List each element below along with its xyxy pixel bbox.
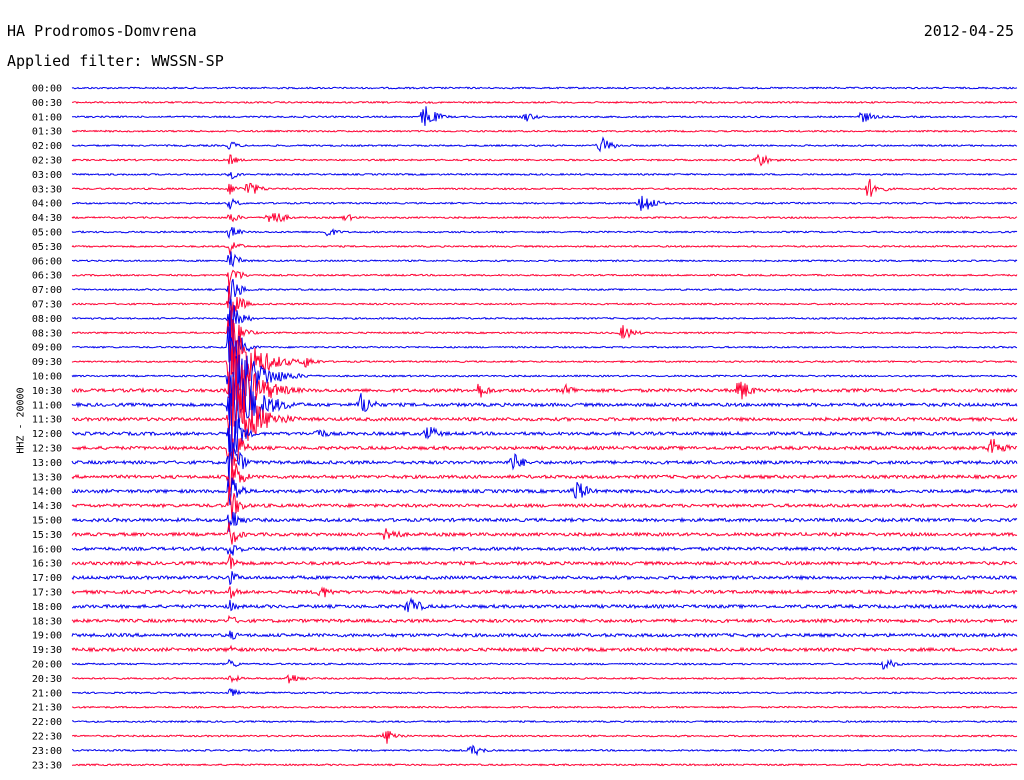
row-time-label: 04:30 bbox=[32, 213, 62, 224]
row-time-label: 12:00 bbox=[32, 429, 62, 440]
row-time-label: 06:30 bbox=[32, 271, 62, 282]
row-time-label: 19:00 bbox=[32, 631, 62, 642]
trace-line bbox=[71, 213, 1018, 223]
trace-line bbox=[71, 136, 1018, 153]
row-time-label: 06:00 bbox=[32, 256, 62, 267]
trace-line bbox=[72, 195, 1018, 211]
trace-line bbox=[71, 586, 1018, 599]
trace-line bbox=[71, 283, 1018, 318]
row-time-label: 10:30 bbox=[32, 386, 62, 397]
row-time-label: 17:00 bbox=[32, 573, 62, 584]
trace-line bbox=[71, 687, 1018, 696]
row-time-label: 00:30 bbox=[32, 98, 62, 109]
trace-line bbox=[71, 153, 1018, 167]
trace-line bbox=[71, 458, 1018, 493]
trace-line bbox=[71, 310, 1018, 363]
trace-line bbox=[71, 178, 1018, 197]
trace-line bbox=[71, 337, 1018, 413]
trace-line bbox=[72, 597, 1018, 613]
row-time-label: 16:30 bbox=[32, 559, 62, 570]
trace-line bbox=[71, 763, 1018, 767]
row-time-label: 16:00 bbox=[32, 544, 62, 555]
trace-line bbox=[71, 242, 1018, 255]
date-label: 2012-04-25 bbox=[923, 22, 1014, 40]
trace-line bbox=[71, 106, 1018, 126]
trace-line bbox=[71, 553, 1018, 569]
row-time-label: 03:00 bbox=[32, 170, 62, 181]
row-time-label: 01:30 bbox=[32, 127, 62, 138]
trace-line bbox=[71, 544, 1018, 556]
trace-line bbox=[71, 477, 1018, 506]
row-time-label: 22:00 bbox=[32, 717, 62, 728]
trace-line bbox=[71, 251, 1018, 268]
trace-line bbox=[71, 705, 1018, 709]
row-time-label: 21:30 bbox=[32, 703, 62, 714]
trace-line bbox=[71, 269, 1018, 289]
row-time-label: 08:30 bbox=[32, 328, 62, 339]
trace-line bbox=[71, 226, 1018, 240]
row-time-label: 18:30 bbox=[32, 616, 62, 627]
trace-line bbox=[71, 571, 1018, 586]
trace-line bbox=[71, 278, 1018, 306]
trace-line bbox=[71, 644, 1018, 653]
row-time-label: 05:30 bbox=[32, 242, 62, 253]
row-time-label: 20:00 bbox=[32, 660, 62, 671]
row-time-label: 04:00 bbox=[32, 199, 62, 210]
trace-line bbox=[71, 376, 1018, 452]
row-time-label: 07:00 bbox=[32, 285, 62, 296]
row-time-label: 14:30 bbox=[32, 501, 62, 512]
trace-line bbox=[71, 305, 1018, 352]
trace-line bbox=[71, 486, 1018, 520]
row-time-label: 03:30 bbox=[32, 184, 62, 195]
trace-line bbox=[71, 392, 1018, 454]
row-time-label: 20:30 bbox=[32, 674, 62, 685]
row-time-label: 22:30 bbox=[32, 732, 62, 743]
trace-line bbox=[71, 522, 1018, 545]
row-time-label: 12:30 bbox=[32, 444, 62, 455]
row-time-label: 21:00 bbox=[32, 688, 62, 699]
trace-line bbox=[71, 371, 1018, 434]
row-time-label: 08:00 bbox=[32, 314, 62, 325]
row-time-label: 02:30 bbox=[32, 156, 62, 167]
row-time-label: 09:30 bbox=[32, 357, 62, 368]
trace-line bbox=[71, 319, 1018, 398]
trace-line bbox=[71, 719, 1017, 724]
trace-line bbox=[72, 730, 1018, 744]
row-time-label: 01:00 bbox=[32, 112, 62, 123]
trace-line bbox=[71, 744, 1018, 757]
row-time-label: 13:30 bbox=[32, 472, 62, 483]
row-time-label: 09:00 bbox=[32, 343, 62, 354]
row-time-label: 00:00 bbox=[32, 84, 62, 95]
trace-line bbox=[71, 658, 1018, 670]
row-time-label: 15:00 bbox=[32, 516, 62, 527]
trace-line bbox=[71, 511, 1018, 532]
trace-line bbox=[71, 434, 1018, 490]
row-time-label: 11:00 bbox=[32, 400, 62, 411]
row-time-label: 13:00 bbox=[32, 458, 62, 469]
station-title: HA Prodromos-Domvrena bbox=[7, 22, 197, 40]
row-time-label: 10:00 bbox=[32, 372, 62, 383]
row-time-label: 18:00 bbox=[32, 602, 62, 613]
trace-line bbox=[71, 630, 1018, 640]
filter-label: Applied filter: WWSSN-SP bbox=[7, 52, 224, 70]
trace-line bbox=[71, 172, 1018, 180]
trace-line bbox=[71, 614, 1018, 624]
row-time-label: 23:30 bbox=[32, 760, 62, 771]
row-time-label: 07:30 bbox=[32, 300, 62, 311]
row-time-label: 11:30 bbox=[32, 415, 62, 426]
trace-line bbox=[71, 674, 1018, 684]
row-time-label: 15:30 bbox=[32, 530, 62, 541]
row-time-label: 23:00 bbox=[32, 746, 62, 757]
trace-line bbox=[71, 100, 1018, 105]
trace-line bbox=[71, 129, 1018, 133]
row-time-label: 19:30 bbox=[32, 645, 62, 656]
trace-line bbox=[71, 346, 1018, 426]
trace-line bbox=[71, 86, 1018, 90]
row-time-label: 17:30 bbox=[32, 588, 62, 599]
row-time-label: 05:00 bbox=[32, 228, 62, 239]
row-time-label: 02:00 bbox=[32, 141, 62, 152]
row-time-label: 14:00 bbox=[32, 487, 62, 498]
